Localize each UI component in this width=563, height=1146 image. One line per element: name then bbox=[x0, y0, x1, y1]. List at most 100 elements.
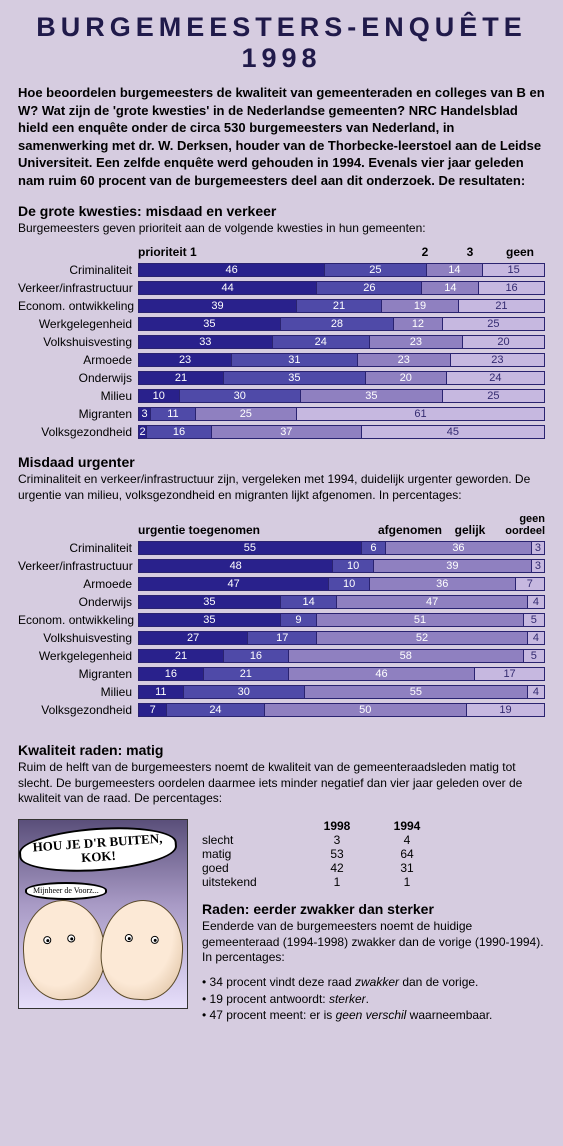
bar: 16214617 bbox=[138, 667, 545, 681]
bar-segment: 21 bbox=[139, 372, 224, 384]
quality-row: uitstekend11 bbox=[202, 875, 545, 889]
intro-text: Hoe beoordelen burgemeesters de kwalitei… bbox=[18, 84, 545, 189]
chart2-body: Criminaliteit556363Verkeer/infrastructuu… bbox=[18, 540, 545, 718]
quality-table: 1998 1994 slecht34matig5364goed4231uitst… bbox=[202, 819, 545, 889]
bar: 7245019 bbox=[138, 703, 545, 717]
row-label: Verkeer/infrastructuur bbox=[18, 281, 138, 295]
bar: 3514474 bbox=[138, 595, 545, 609]
bar-segment: 39 bbox=[139, 300, 297, 312]
bar-segment: 45 bbox=[362, 426, 544, 438]
bar-segment: 47 bbox=[337, 596, 527, 608]
chart-row: Econom. ontwikkeling359515 bbox=[18, 612, 545, 628]
row-label: Volksgezondheid bbox=[18, 425, 138, 439]
bar-segment: 4 bbox=[528, 596, 544, 608]
chart-row: Criminaliteit556363 bbox=[18, 540, 545, 556]
bar-segment: 19 bbox=[382, 300, 459, 312]
bar-segment: 50 bbox=[265, 704, 468, 716]
row-label: Volksgezondheid bbox=[18, 703, 138, 717]
chart-row: Onderwijs3514474 bbox=[18, 594, 545, 610]
bar-segment: 35 bbox=[224, 372, 366, 384]
bar-segment: 11 bbox=[151, 408, 196, 420]
bar-segment: 23 bbox=[370, 336, 463, 348]
bar-segment: 31 bbox=[232, 354, 358, 366]
bar-segment: 47 bbox=[139, 578, 329, 590]
bar-segment: 19 bbox=[467, 704, 544, 716]
row-label: Onderwijs bbox=[18, 371, 138, 385]
bar-segment: 23 bbox=[451, 354, 544, 366]
bar-segment: 14 bbox=[422, 282, 479, 294]
row-label: Milieu bbox=[18, 389, 138, 403]
bar-segment: 23 bbox=[358, 354, 451, 366]
quality-block: HOU JE D'R BUITEN, KOK! Mijnheer de Voor… bbox=[18, 819, 545, 1024]
chart-row: Armoede23312323 bbox=[18, 352, 545, 368]
cartoon-image: HOU JE D'R BUITEN, KOK! Mijnheer de Voor… bbox=[18, 819, 188, 1009]
raden-heading: Raden: eerder zwakker dan sterker bbox=[202, 901, 545, 917]
bar-segment: 5 bbox=[524, 614, 544, 626]
bar-segment: 7 bbox=[139, 704, 167, 716]
bar-segment: 27 bbox=[139, 632, 248, 644]
quality-sub: Ruim de helft van de burgemeesters noemt… bbox=[18, 760, 545, 807]
title-line2: 1998 bbox=[18, 43, 545, 74]
title-line1: BURGEMEESTERS-ENQUÊTE bbox=[18, 12, 545, 43]
row-label: Armoede bbox=[18, 353, 138, 367]
speech-bubble-aside: Mijnheer de Voorz... bbox=[25, 882, 107, 900]
bar-segment: 35 bbox=[139, 614, 281, 626]
cartoon-face-right bbox=[98, 897, 187, 1002]
bar-segment: 46 bbox=[289, 668, 475, 680]
chart1-header: prioriteit 1 2 3 geen bbox=[138, 245, 545, 259]
bar-segment: 4 bbox=[528, 686, 544, 698]
chart-row: Migranten16214617 bbox=[18, 666, 545, 682]
bar-segment: 36 bbox=[386, 542, 532, 554]
bar-segment: 12 bbox=[394, 318, 443, 330]
bar-segment: 7 bbox=[516, 578, 544, 590]
chart2-sub: Criminaliteit en verkeer/infrastructuur … bbox=[18, 472, 545, 503]
bar-segment: 33 bbox=[139, 336, 273, 348]
chart-row: Werkgelegenheid2116585 bbox=[18, 648, 545, 664]
bar-segment: 39 bbox=[374, 560, 532, 572]
row-label: Onderwijs bbox=[18, 595, 138, 609]
chart-row: Volkshuisvesting33242320 bbox=[18, 334, 545, 350]
bar-segment: 30 bbox=[184, 686, 306, 698]
bar-segment: 3 bbox=[532, 560, 544, 572]
bar-segment: 6 bbox=[362, 542, 386, 554]
chart-row: Econom. ontwikkeling39211921 bbox=[18, 298, 545, 314]
chart-row: Verkeer/infrastructuur4810393 bbox=[18, 558, 545, 574]
cartoon-face-left bbox=[20, 897, 109, 1002]
bar: 4810393 bbox=[138, 559, 545, 573]
bar-segment: 25 bbox=[443, 390, 544, 402]
bar-segment: 3 bbox=[532, 542, 544, 554]
bar-segment: 10 bbox=[329, 578, 370, 590]
raden-bullets: 34 procent vindt deze raad zwakker dan d… bbox=[202, 974, 545, 1024]
bar-segment: 24 bbox=[273, 336, 370, 348]
row-label: Econom. ontwikkeling bbox=[18, 613, 138, 627]
bar-segment: 21 bbox=[204, 668, 289, 680]
row-label: Werkgelegenheid bbox=[18, 649, 138, 663]
bar-segment: 52 bbox=[317, 632, 528, 644]
bar: 46251415 bbox=[138, 263, 545, 277]
chart-row: Verkeer/infrastructuur44261416 bbox=[18, 280, 545, 296]
chart-row: Milieu1130554 bbox=[18, 684, 545, 700]
bar-segment: 20 bbox=[366, 372, 447, 384]
chart-row: Volksgezondheid7245019 bbox=[18, 702, 545, 718]
bar-segment: 46 bbox=[139, 264, 325, 276]
bullet-item: 47 procent meent: er is geen verschil wa… bbox=[202, 1007, 545, 1024]
quality-row: slecht34 bbox=[202, 833, 545, 847]
bar: 23312323 bbox=[138, 353, 545, 367]
bar-segment: 17 bbox=[248, 632, 317, 644]
chart-row: Volkshuisvesting2717524 bbox=[18, 630, 545, 646]
bar-segment: 36 bbox=[370, 578, 516, 590]
bar-segment: 5 bbox=[524, 650, 544, 662]
chart-row: Volksgezondheid2163745 bbox=[18, 424, 545, 440]
bar: 39211921 bbox=[138, 299, 545, 313]
bar-segment: 4 bbox=[528, 632, 544, 644]
bar-segment: 30 bbox=[180, 390, 302, 402]
bar: 2717524 bbox=[138, 631, 545, 645]
row-label: Milieu bbox=[18, 685, 138, 699]
bar-segment: 23 bbox=[139, 354, 232, 366]
bar: 21352024 bbox=[138, 371, 545, 385]
bar: 2116585 bbox=[138, 649, 545, 663]
chart-row: Onderwijs21352024 bbox=[18, 370, 545, 386]
bar-segment: 24 bbox=[167, 704, 264, 716]
chart-row: Milieu10303525 bbox=[18, 388, 545, 404]
page-title: BURGEMEESTERS-ENQUÊTE 1998 bbox=[18, 12, 545, 74]
